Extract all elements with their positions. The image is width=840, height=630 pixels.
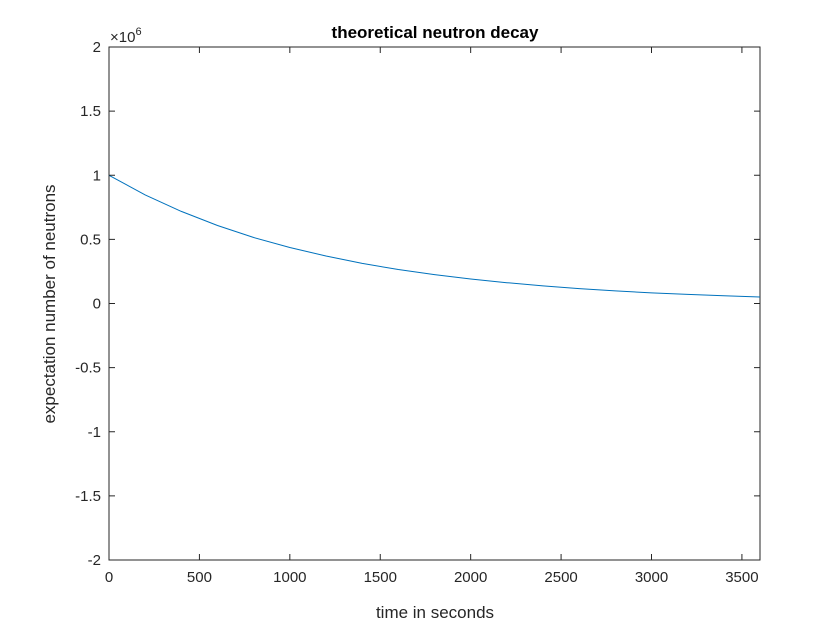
y-tick-label: 2 [93,39,101,56]
y-tick-label: 1.5 [80,103,101,120]
plot-frame [108,46,761,561]
x-axis: 0 500 1000 1500 2000 2500 3000 3500 [105,47,759,586]
x-tick-label: 2000 [454,569,487,586]
y-tick-label: -1.5 [75,488,101,505]
x-tick-label: 1000 [273,569,306,586]
y-tick-label: 1 [93,167,101,184]
x-tick-label: 500 [187,569,212,586]
y-axis-multiplier: ×106 [110,26,142,46]
y-tick-label: -2 [88,552,101,569]
series-line [108,174,761,298]
y-axis-multiplier-exponent: 6 [135,26,141,38]
chart-title: theoretical neutron decay [332,23,539,42]
y-axis-multiplier-base: ×10 [110,29,135,46]
x-tick-label: 2500 [544,569,577,586]
x-tick-label: 0 [105,569,113,586]
x-tick-label: 3500 [725,569,758,586]
x-tick-label: 1500 [364,569,397,586]
y-tick-label: -0.5 [75,360,101,377]
y-tick-label: 0.5 [80,231,101,248]
x-axis-label: time in seconds [376,603,494,622]
y-tick-label: 0 [93,296,101,313]
plot-area [108,46,761,561]
y-tick-label: -1 [88,424,101,441]
y-axis: -2 -1.5 -1 -0.5 0 0.5 1 1.5 2 [75,39,760,569]
x-tick-label: 3000 [635,569,668,586]
y-axis-label: expectation number of neutrons [40,184,59,423]
